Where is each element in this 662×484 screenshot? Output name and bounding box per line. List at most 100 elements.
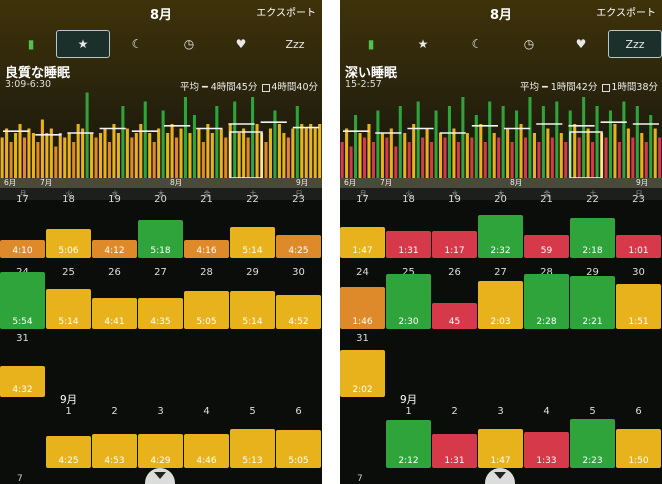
sleep-value-block[interactable]: 1:51 [616,284,661,329]
sleep-value-block[interactable]: 1:47 [340,227,385,258]
filter-icon[interactable] [145,468,175,484]
tab-moon[interactable]: ☾ [110,30,164,58]
sleep-value-block[interactable]: 1:31 [432,434,477,468]
sleep-value-block[interactable]: 4:46 [184,434,229,468]
sleep-value-block[interactable]: 2:18 [570,218,615,258]
day-cell[interactable]: 20 5:18 [138,194,183,258]
sleep-value-block[interactable]: 4:25 [276,235,321,258]
day-cell[interactable]: 17 1:47 [340,194,385,258]
day-cell[interactable]: 19 1:17 [432,194,477,258]
sleep-value-block[interactable]: 4:32 [0,366,45,397]
day-cell[interactable]: 30 1:51 [616,267,661,329]
history-chart[interactable] [0,88,322,178]
day-cell[interactable]: 21 4:16 [184,194,229,258]
day-cell[interactable]: 6 5:05 [276,406,321,468]
tab-battery[interactable]: ▮ [4,30,58,58]
tab-clock[interactable]: ◷ [502,30,556,58]
sleep-value-block[interactable]: 2:12 [386,420,431,468]
day-cell[interactable]: 22 2:18 [570,194,615,258]
day-cell[interactable]: 25 2:30 [386,267,431,329]
sleep-value-block[interactable]: 4:29 [138,434,183,468]
day-cell[interactable]: 3 1:47 [478,406,523,468]
sleep-value-block[interactable]: 2:21 [570,276,615,329]
sleep-value-block[interactable]: 59 [524,235,569,258]
day-cell[interactable]: 2 4:53 [92,406,137,468]
sleep-value-block[interactable]: 2:32 [478,215,523,258]
day-cell[interactable]: 4 4:46 [184,406,229,468]
day-cell[interactable]: 20 2:32 [478,194,523,258]
target-checkbox[interactable] [262,83,271,92]
tab-battery[interactable]: ▮ [344,30,398,58]
day-cell[interactable]: 23 1:01 [616,194,661,258]
day-cell[interactable]: 21 59 [524,194,569,258]
sleep-value-block[interactable]: 5:14 [46,289,91,329]
day-cell[interactable]: 6 1:50 [616,406,661,468]
day-cell[interactable]: 27 2:03 [478,267,523,329]
sleep-value-block[interactable]: 5:18 [138,220,183,258]
sleep-value-block[interactable]: 2:02 [340,350,385,397]
filter-icon[interactable] [485,468,515,484]
day-cell[interactable]: 28 5:05 [184,267,229,329]
day-cell[interactable]: 19 4:12 [92,194,137,258]
sleep-value-block[interactable]: 4:41 [92,298,137,329]
sleep-value-block[interactable]: 5:14 [230,291,275,329]
day-cell[interactable]: 23 4:25 [276,194,321,258]
tab-star[interactable]: ★ [56,30,110,58]
selected-week-frame[interactable] [569,131,603,178]
day-cell[interactable]: 28 2:28 [524,267,569,329]
day-cell[interactable]: 22 5:14 [230,194,275,258]
day-cell[interactable]: 2 1:31 [432,406,477,468]
tab-star[interactable]: ★ [396,30,450,58]
day-cell[interactable]: 31 4:32 [0,333,45,397]
sleep-value-block[interactable]: 1:01 [616,235,661,258]
day-cell[interactable]: 29 2:21 [570,267,615,329]
tab-moon[interactable]: ☾ [450,30,504,58]
sleep-value-block[interactable]: 2:23 [570,419,615,468]
day-cell[interactable]: 5 2:23 [570,406,615,468]
sleep-value-block[interactable]: 4:52 [276,295,321,329]
day-cell[interactable]: 26 4:41 [92,267,137,329]
tab-heart[interactable]: ♥ [554,30,608,58]
sleep-value-block[interactable]: 5:05 [184,291,229,329]
sleep-value-block[interactable]: 4:35 [138,298,183,329]
sleep-value-block[interactable]: 4:12 [92,240,137,258]
tab-zzz[interactable]: Zzz [268,30,322,58]
sleep-value-block[interactable]: 1:17 [432,231,477,258]
day-cell[interactable]: 18 1:31 [386,194,431,258]
sleep-value-block[interactable]: 1:47 [478,429,523,468]
sleep-value-block[interactable]: 4:10 [0,240,45,258]
day-cell[interactable]: 31 2:02 [340,333,385,397]
sleep-value-block[interactable]: 5:13 [230,429,275,468]
tab-heart[interactable]: ♥ [214,30,268,58]
day-cell[interactable]: 1 2:12 [386,406,431,468]
sleep-value-block[interactable]: 4:53 [92,434,137,468]
sleep-value-block[interactable]: 2:30 [386,274,431,329]
sleep-value-block[interactable]: 45 [432,303,477,329]
day-cell[interactable]: 27 4:35 [138,267,183,329]
tab-zzz[interactable]: Zzz [608,30,662,58]
sleep-value-block[interactable]: 1:50 [616,429,661,468]
sleep-value-block[interactable]: 5:05 [276,430,321,468]
day-cell[interactable]: 1 4:25 [46,406,91,468]
sleep-value-block[interactable]: 1:46 [340,287,385,329]
export-button[interactable]: エクスポート [596,8,656,19]
day-cell[interactable]: 24 1:46 [340,267,385,329]
day-cell[interactable]: 18 5:06 [46,194,91,258]
sleep-value-block[interactable]: 2:03 [478,281,523,329]
history-chart[interactable] [340,88,662,178]
sleep-value-block[interactable]: 1:33 [524,432,569,468]
day-cell[interactable]: 30 4:52 [276,267,321,329]
sleep-value-block[interactable]: 5:14 [230,227,275,258]
day-cell[interactable]: 5 5:13 [230,406,275,468]
sleep-value-block[interactable]: 5:54 [0,272,45,329]
day-cell[interactable]: 29 5:14 [230,267,275,329]
sleep-value-block[interactable]: 4:25 [46,436,91,468]
day-cell[interactable]: 245:54 [0,267,45,329]
tab-clock[interactable]: ◷ [162,30,216,58]
day-cell[interactable]: 3 4:29 [138,406,183,468]
target-checkbox[interactable] [602,83,611,92]
day-cell[interactable]: 25 5:14 [46,267,91,329]
sleep-value-block[interactable]: 5:06 [46,229,91,258]
selected-week-frame[interactable] [229,131,263,178]
sleep-value-block[interactable]: 4:16 [184,240,229,258]
